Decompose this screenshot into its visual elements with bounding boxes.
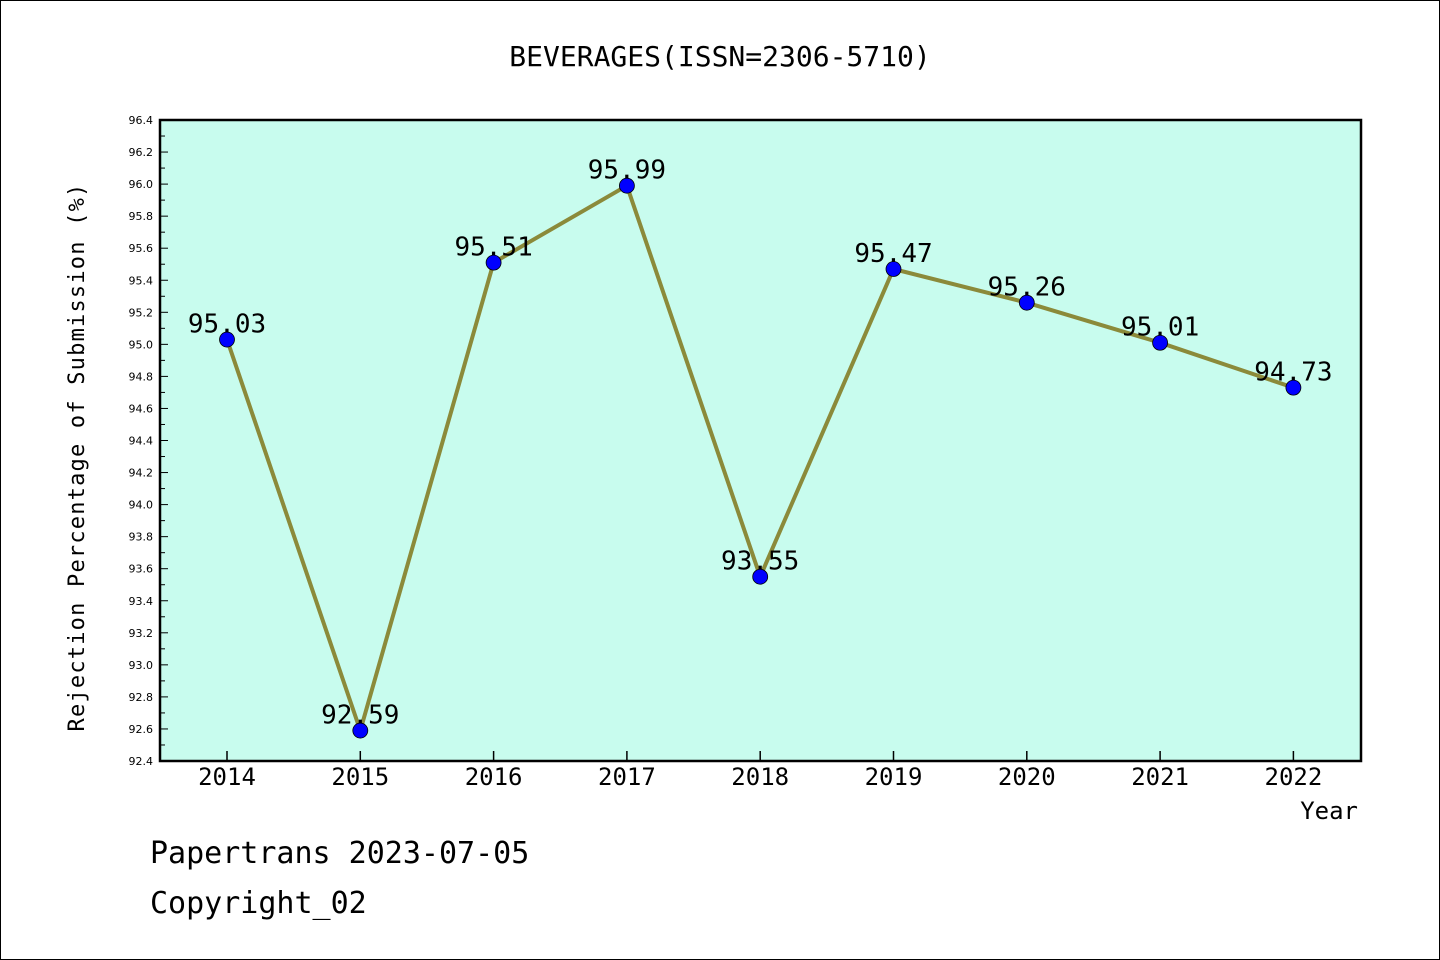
x-tick-label: 2021 bbox=[1131, 763, 1189, 791]
data-point bbox=[1285, 379, 1302, 396]
data-label: 95.47 bbox=[854, 239, 932, 269]
data-label: 93.55 bbox=[721, 547, 799, 577]
y-tick-label: 96.0 bbox=[129, 178, 154, 191]
y-tick-label: 96.4 bbox=[129, 114, 154, 127]
y-axis: 92.4 92.6 92.8 93.0 93.2 93.4 93.6 93.8 94.0 94.2… bbox=[129, 114, 168, 768]
x-tick-label: 2019 bbox=[865, 763, 923, 791]
data-label: 92.59 bbox=[321, 701, 399, 731]
footer-copyright: Copyright_02 bbox=[150, 886, 367, 921]
x-tick-label: 2017 bbox=[598, 763, 656, 791]
plot-area bbox=[158, 118, 1363, 763]
y-tick-label: 94.2 bbox=[129, 467, 154, 480]
x-tick-label: 2018 bbox=[731, 763, 789, 791]
y-tick-label: 94.4 bbox=[129, 435, 154, 448]
data-label: 95.51 bbox=[454, 233, 532, 263]
series-markers bbox=[219, 177, 1302, 739]
data-point bbox=[219, 331, 235, 348]
y-tick-label: 95.4 bbox=[129, 274, 154, 287]
y-tick-label: 92.8 bbox=[129, 691, 154, 704]
x-axis-label: Year bbox=[1300, 797, 1358, 825]
y-tick-label: 95.0 bbox=[129, 338, 154, 351]
y-tick-label: 93.0 bbox=[129, 659, 154, 672]
y-tick-label: 92.6 bbox=[129, 723, 154, 736]
y-tick-label: 93.6 bbox=[129, 563, 154, 576]
data-point bbox=[352, 722, 369, 739]
x-tick-label: 2016 bbox=[465, 763, 523, 791]
data-label: 94.73 bbox=[1254, 358, 1332, 388]
y-tick-label: 93.8 bbox=[129, 531, 154, 544]
data-label: 95.01 bbox=[1121, 313, 1199, 343]
x-tick-label: 2022 bbox=[1265, 763, 1323, 791]
y-tick-label: 94.0 bbox=[129, 499, 154, 512]
x-tick-label: 2014 bbox=[198, 763, 256, 791]
data-point bbox=[619, 177, 635, 194]
x-tick-label: 2020 bbox=[998, 763, 1056, 791]
y-tick-label: 95.6 bbox=[129, 242, 154, 255]
x-axis: 2014 2015 2016 2017 2018 2019 2020 2021 2022 bbox=[198, 751, 1322, 791]
data-point bbox=[485, 254, 502, 271]
data-point bbox=[752, 568, 769, 585]
y-tick-label: 93.4 bbox=[129, 595, 154, 608]
data-point bbox=[885, 261, 902, 277]
chart-title: BEVERAGES(ISSN=2306-5710) bbox=[509, 40, 930, 73]
y-tick-label: 93.2 bbox=[129, 627, 154, 640]
data-labels: 95.03 92.59 95.51 95.99 93.55 95.47 95.26 95.01… bbox=[188, 156, 1333, 731]
data-label: 95.99 bbox=[588, 156, 666, 186]
data-point bbox=[1018, 294, 1035, 311]
y-tick-label: 94.6 bbox=[129, 402, 154, 415]
data-point bbox=[1152, 334, 1168, 351]
data-label: 95.03 bbox=[188, 310, 266, 340]
y-tick-label: 92.4 bbox=[129, 755, 154, 768]
y-tick-label: 96.2 bbox=[129, 146, 154, 159]
data-label: 95.26 bbox=[988, 273, 1066, 303]
x-tick-label: 2015 bbox=[331, 763, 389, 791]
y-tick-label: 95.8 bbox=[129, 210, 154, 223]
footer-date: Papertrans 2023-07-05 bbox=[150, 836, 530, 871]
y-tick-label: 94.8 bbox=[129, 370, 154, 383]
y-axis-label: Rejection Percentage of Submission (%) bbox=[65, 183, 90, 732]
y-tick-label: 95.2 bbox=[129, 306, 154, 319]
